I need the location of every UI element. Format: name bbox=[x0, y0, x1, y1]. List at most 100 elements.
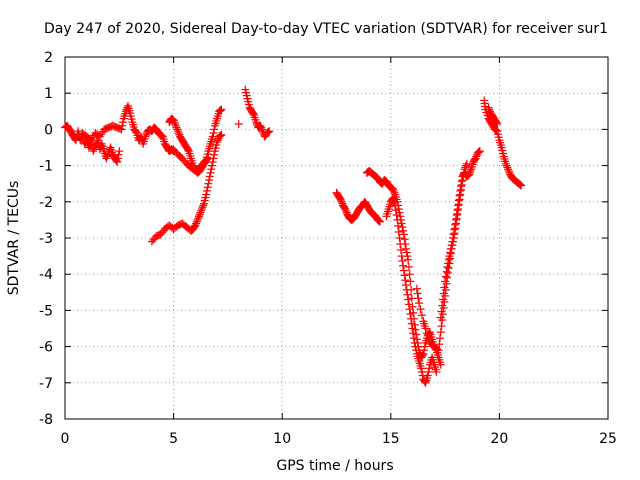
grid-layer bbox=[65, 57, 608, 419]
data-point bbox=[391, 206, 400, 215]
data-point bbox=[421, 324, 430, 333]
data-point bbox=[404, 262, 413, 271]
data-point bbox=[208, 157, 217, 166]
data-point bbox=[399, 230, 408, 239]
data-point bbox=[405, 270, 414, 279]
y-tick-label: 0 bbox=[44, 122, 53, 138]
data-point bbox=[196, 208, 205, 217]
data-point bbox=[423, 371, 432, 380]
data-point bbox=[502, 161, 511, 170]
y-axis-label: SDTVAR / TECUs bbox=[6, 181, 22, 296]
data-point bbox=[388, 185, 397, 194]
data-point bbox=[406, 277, 415, 286]
data-point bbox=[449, 234, 458, 242]
data-point bbox=[118, 118, 127, 127]
y-tick-label: -5 bbox=[39, 303, 53, 319]
data-point bbox=[404, 255, 413, 264]
data-point bbox=[414, 294, 423, 303]
data-point bbox=[420, 342, 429, 351]
data-point bbox=[434, 346, 443, 355]
data-point bbox=[443, 273, 452, 282]
data-point bbox=[399, 226, 408, 235]
data-point bbox=[456, 186, 465, 195]
data-point bbox=[435, 340, 444, 349]
data-point bbox=[407, 314, 416, 323]
data-point bbox=[455, 191, 464, 200]
data-point bbox=[454, 196, 463, 205]
data-point bbox=[441, 277, 450, 286]
y-tick-label: -3 bbox=[39, 231, 53, 247]
y-tick-label: -6 bbox=[39, 340, 53, 356]
data-point bbox=[443, 262, 452, 271]
data-point bbox=[503, 163, 512, 172]
data-point bbox=[217, 130, 226, 139]
data-point bbox=[398, 223, 407, 232]
data-point bbox=[402, 248, 411, 257]
data-point bbox=[113, 154, 122, 163]
x-tick-label: 10 bbox=[273, 431, 291, 447]
data-point bbox=[438, 295, 447, 304]
data-point bbox=[217, 105, 226, 114]
data-point bbox=[446, 248, 455, 257]
data-point bbox=[438, 301, 447, 310]
data-point bbox=[173, 125, 182, 134]
data-point bbox=[457, 182, 466, 191]
data-point bbox=[492, 118, 501, 127]
data-point bbox=[446, 244, 455, 253]
data-point bbox=[192, 217, 201, 226]
data-point bbox=[417, 311, 426, 320]
data-point bbox=[174, 129, 183, 138]
data-point bbox=[142, 130, 151, 139]
data-point bbox=[195, 210, 204, 219]
data-point bbox=[264, 127, 273, 136]
data-point bbox=[205, 172, 214, 181]
data-point bbox=[475, 147, 484, 156]
x-axis-label: GPS time / hours bbox=[276, 458, 393, 474]
x-tick-label: 25 bbox=[599, 431, 617, 447]
data-point bbox=[445, 252, 454, 261]
data-point bbox=[207, 161, 216, 170]
data-point bbox=[202, 186, 211, 195]
data-point bbox=[448, 237, 457, 246]
data-point bbox=[390, 188, 399, 197]
data-point bbox=[450, 225, 459, 234]
x-tick-label: 0 bbox=[61, 431, 70, 447]
data-point bbox=[439, 289, 448, 298]
data-point bbox=[409, 329, 418, 338]
data-point bbox=[451, 215, 460, 224]
data-point bbox=[471, 154, 480, 163]
data-point bbox=[375, 217, 384, 226]
data-point bbox=[444, 255, 453, 264]
data-point bbox=[192, 219, 201, 228]
data-point bbox=[415, 299, 424, 308]
x-tick-label: 20 bbox=[490, 431, 508, 447]
y-tick-label: 1 bbox=[44, 86, 53, 102]
y-tick-label: 2 bbox=[44, 50, 53, 66]
data-point bbox=[398, 256, 407, 265]
data-point bbox=[440, 283, 449, 292]
y-tick-label: -2 bbox=[39, 195, 53, 211]
data-point bbox=[402, 281, 411, 290]
data-point bbox=[391, 201, 400, 210]
data-point bbox=[484, 103, 493, 112]
data-point bbox=[472, 152, 481, 161]
data-point bbox=[392, 211, 401, 220]
data-point bbox=[418, 351, 427, 360]
data-point bbox=[493, 119, 502, 128]
data-point bbox=[412, 284, 421, 293]
data-point bbox=[216, 131, 225, 140]
data-point bbox=[444, 264, 453, 273]
data-point bbox=[131, 127, 140, 136]
data-point bbox=[475, 147, 484, 156]
data-point bbox=[411, 342, 420, 351]
data-point bbox=[449, 230, 458, 239]
data-point bbox=[491, 126, 500, 135]
data-point bbox=[437, 322, 446, 331]
data-point bbox=[215, 132, 224, 141]
data-point bbox=[265, 127, 274, 136]
data-point bbox=[452, 211, 461, 220]
data-point bbox=[504, 165, 513, 174]
data-point bbox=[205, 176, 214, 185]
data-point bbox=[118, 121, 127, 130]
data-point bbox=[402, 285, 411, 294]
